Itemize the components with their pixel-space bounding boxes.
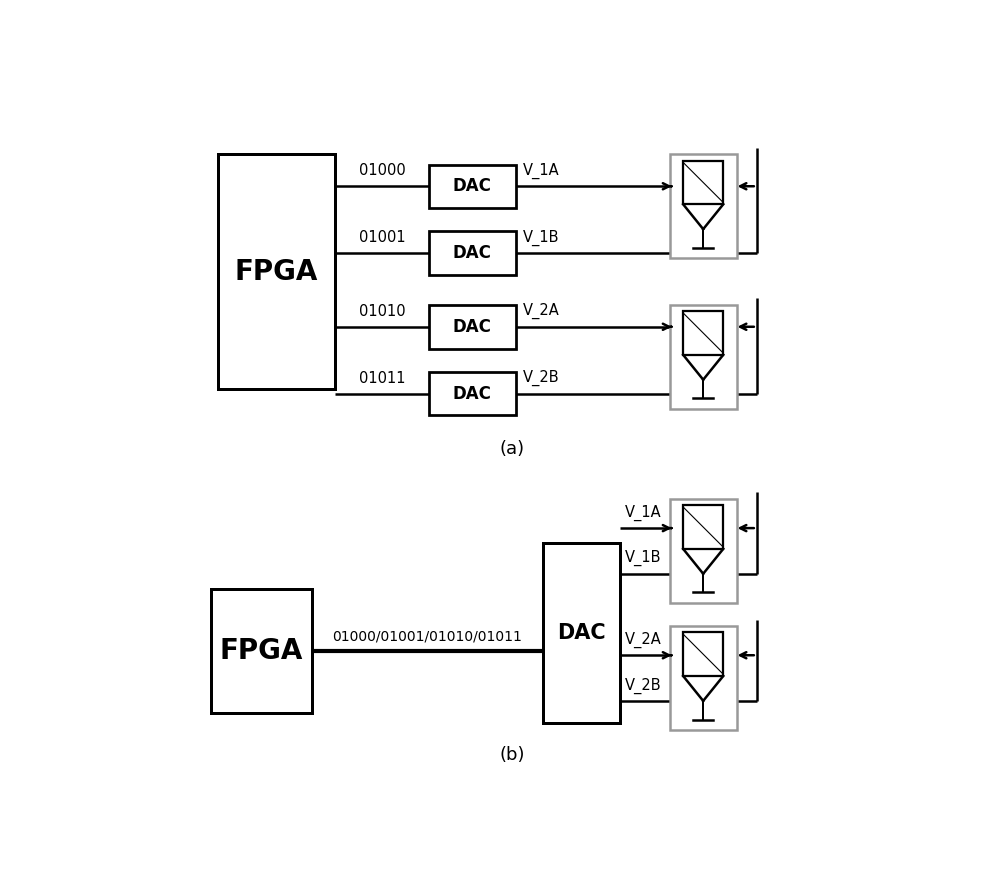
Bar <box>429 231 516 275</box>
Text: (b): (b) <box>500 746 525 764</box>
Bar <box>429 305 516 348</box>
Text: DAC: DAC <box>453 177 492 196</box>
Bar <box>670 155 737 258</box>
Text: V_1A: V_1A <box>523 163 559 179</box>
Text: V_1B: V_1B <box>625 550 661 567</box>
Text: DAC: DAC <box>453 244 492 262</box>
Text: 01001: 01001 <box>359 230 405 245</box>
Bar <box>543 542 620 723</box>
Text: V_2B: V_2B <box>625 677 662 693</box>
Text: DAC: DAC <box>453 385 492 402</box>
Bar <box>429 372 516 415</box>
Text: 01011: 01011 <box>359 371 405 386</box>
Bar <box>683 311 723 355</box>
Text: 01010: 01010 <box>359 304 405 319</box>
Bar <box>211 589 312 713</box>
Text: V_2A: V_2A <box>625 632 662 648</box>
Text: 01000: 01000 <box>359 163 405 178</box>
Text: V_2A: V_2A <box>523 303 559 320</box>
Text: V_1B: V_1B <box>523 229 559 246</box>
Text: DAC: DAC <box>453 318 492 335</box>
Bar <box>429 164 516 208</box>
Text: (a): (a) <box>500 440 525 458</box>
Text: FPGA: FPGA <box>235 257 318 286</box>
Bar <box>683 633 723 676</box>
Bar <box>670 305 737 408</box>
Text: 01000/01001/01010/01011: 01000/01001/01010/01011 <box>332 629 522 643</box>
Text: V_2B: V_2B <box>523 370 559 387</box>
Bar <box>218 155 335 388</box>
Bar <box>670 627 737 730</box>
Bar <box>683 505 723 549</box>
Text: V_1A: V_1A <box>625 505 662 521</box>
Bar <box>670 499 737 603</box>
Text: FPGA: FPGA <box>220 637 303 666</box>
Text: DAC: DAC <box>557 623 605 643</box>
Bar <box>683 161 723 204</box>
